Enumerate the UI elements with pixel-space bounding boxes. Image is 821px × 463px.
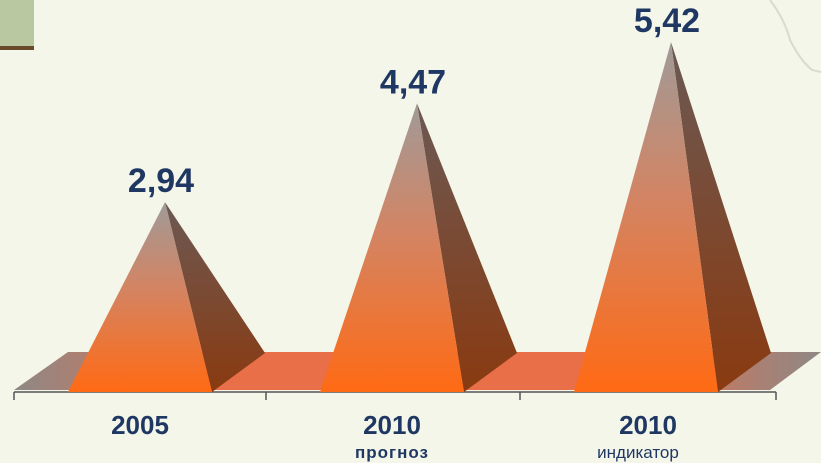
pyramid-front-2010-forecast bbox=[320, 103, 464, 392]
pyramid-side-2010-indicator bbox=[671, 42, 771, 392]
pyramid-2005: 2,94 bbox=[68, 162, 265, 392]
corner-decoration bbox=[0, 0, 34, 46]
pyramid-2010-forecast: 4,47 bbox=[320, 63, 517, 392]
pyramid-front-2010-indicator bbox=[574, 42, 718, 392]
value-label-2005: 2,94 bbox=[128, 162, 194, 200]
value-label-2010-indicator: 5,42 bbox=[634, 2, 700, 40]
category-label-2010-forecast: 2010 bbox=[363, 410, 421, 440]
map-outline-decoration bbox=[769, 0, 821, 73]
pyramid-side-2010-forecast bbox=[417, 103, 517, 392]
category-label-2005: 2005 bbox=[111, 410, 169, 440]
subcategory-label-forecast: прогноз bbox=[355, 443, 429, 462]
category-label-2010-indicator: 2010 bbox=[619, 410, 677, 440]
pyramid-front-2005 bbox=[68, 202, 212, 392]
corner-decoration-line bbox=[0, 46, 34, 50]
pyramid-side-2005 bbox=[165, 202, 265, 392]
subcategory-label-indicator: индикатор bbox=[597, 443, 679, 462]
value-label-2010-forecast: 4,47 bbox=[380, 63, 446, 101]
pyramid-2010-indicator: 5,42 bbox=[574, 2, 771, 392]
